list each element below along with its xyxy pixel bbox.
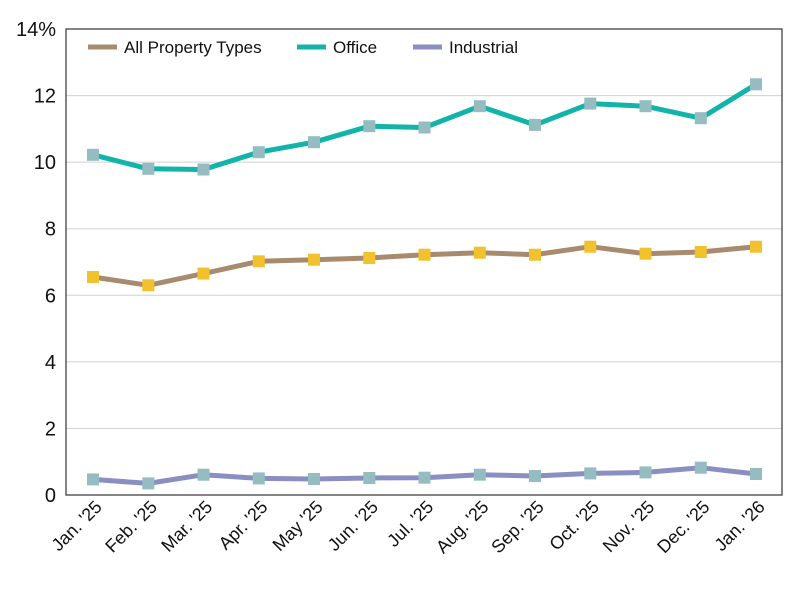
data-point	[252, 255, 265, 268]
data-point	[750, 240, 762, 253]
data-point	[639, 100, 652, 113]
y-tick-label: 8	[45, 219, 56, 241]
data-point	[694, 112, 707, 125]
data-point	[694, 461, 707, 474]
data-point	[87, 473, 99, 486]
data-point	[584, 97, 597, 110]
data-point	[197, 163, 210, 176]
y-tick-label: 4	[45, 352, 56, 374]
data-point	[363, 252, 376, 264]
data-point	[529, 118, 541, 131]
data-point	[473, 100, 486, 113]
data-point	[142, 477, 155, 490]
data-point	[750, 78, 762, 91]
data-point	[142, 279, 155, 292]
data-point	[584, 240, 597, 253]
plot-frame	[65, 28, 783, 496]
data-point	[87, 271, 99, 283]
series-markers	[87, 78, 762, 490]
data-point	[584, 467, 597, 480]
y-tick-label: 2	[45, 418, 56, 440]
legend-label: Office	[333, 38, 377, 57]
data-point	[308, 473, 320, 485]
data-point	[694, 246, 707, 258]
y-tick-label: 10	[34, 152, 56, 174]
y-tick-label: 0	[45, 485, 56, 507]
data-point	[473, 246, 486, 259]
legend: All Property Types Office Industrial	[88, 38, 518, 57]
y-tick-label: 6	[45, 285, 56, 307]
data-point	[529, 248, 541, 261]
data-point	[197, 267, 210, 280]
data-point	[363, 472, 376, 484]
legend-label: Industrial	[449, 38, 518, 57]
data-point	[418, 121, 431, 134]
data-point	[639, 247, 652, 260]
data-point	[529, 470, 541, 482]
data-point	[363, 120, 376, 133]
y-tick-label: 14%	[16, 19, 56, 41]
data-point	[639, 466, 652, 479]
gridlines	[66, 95, 782, 429]
data-point	[308, 136, 320, 149]
data-point	[418, 248, 431, 261]
y-axis-ticks: 0 2 4 6 8 10 12 14%	[16, 19, 56, 507]
data-point	[750, 468, 762, 480]
y-tick-label: 12	[34, 86, 56, 108]
data-point	[87, 148, 99, 161]
data-point	[252, 146, 265, 159]
data-point	[418, 471, 431, 484]
legend-label: All Property Types	[124, 38, 262, 57]
data-point	[473, 468, 486, 481]
data-point	[197, 468, 210, 481]
data-point	[308, 253, 320, 266]
data-point	[142, 162, 155, 175]
data-point	[252, 472, 265, 485]
